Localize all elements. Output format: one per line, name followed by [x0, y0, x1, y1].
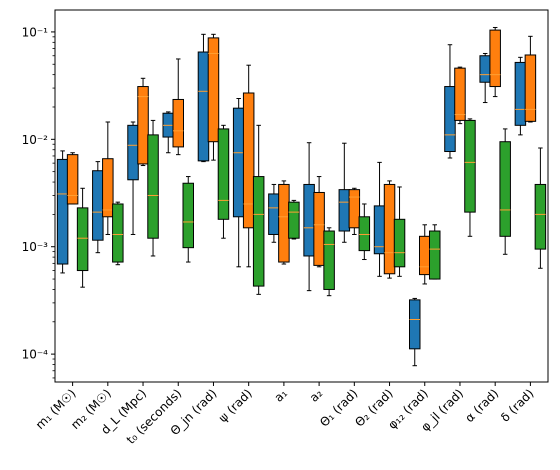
box-2-13	[489, 26, 501, 98]
box-body	[102, 158, 114, 218]
box-body	[464, 119, 476, 213]
box-body	[197, 51, 210, 162]
x-tick-label: ψ (rad)	[216, 386, 255, 425]
x-tick-label: Θ₁ (rad)	[317, 386, 360, 429]
box-1-9	[338, 142, 351, 243]
box-body	[232, 107, 245, 218]
box-2-9	[348, 187, 361, 235]
box-body	[499, 141, 511, 237]
box-body	[429, 230, 441, 280]
box-body	[207, 37, 220, 143]
box-3-10	[393, 186, 406, 277]
box-3-11	[429, 224, 441, 280]
box-3-3	[147, 119, 159, 257]
box-1-13	[479, 52, 491, 104]
box-body	[534, 183, 547, 250]
box-body	[383, 183, 396, 275]
box-2-11	[419, 224, 431, 285]
y-tick-label: 10⁻²	[22, 133, 49, 147]
box-2-1	[66, 152, 79, 205]
plot-frame	[54, 9, 549, 383]
x-tick-label: a₁	[272, 386, 291, 405]
box-body	[278, 183, 290, 263]
box-body	[514, 61, 527, 126]
box-1-7	[268, 183, 280, 243]
y-tick-label: 10⁻³	[22, 240, 49, 254]
box-body	[147, 134, 159, 239]
box-body	[92, 170, 104, 241]
box-2-4	[172, 58, 184, 156]
box-body	[127, 124, 139, 181]
box-body	[66, 154, 79, 205]
plot-area	[56, 26, 547, 367]
box-1-5	[197, 33, 210, 163]
box-body	[313, 191, 325, 266]
box-3-7	[288, 199, 300, 240]
box-body	[338, 189, 351, 232]
box-body	[112, 203, 124, 263]
box-3-12	[464, 118, 476, 237]
box-body	[348, 189, 361, 229]
box-3-9	[358, 203, 371, 261]
box-body	[137, 86, 149, 165]
box-1-2	[92, 161, 104, 254]
box-body	[479, 55, 491, 83]
box-body	[303, 183, 315, 257]
box-2-3	[137, 77, 149, 167]
box-body	[454, 67, 466, 121]
box-body	[444, 86, 456, 153]
box-3-14	[534, 147, 547, 269]
box-body	[489, 29, 501, 88]
box-1-8	[303, 142, 315, 292]
box-body	[268, 193, 280, 235]
box-2-8	[313, 176, 325, 268]
box-body	[217, 128, 230, 220]
box-1-11	[409, 297, 421, 367]
box-body	[288, 201, 300, 239]
box-1-10	[373, 161, 386, 277]
x-tick-label: a₂	[307, 386, 326, 405]
box-body	[323, 230, 335, 290]
x-axis: m₁ (M☉)m₂ (M☉)d_L (Mpc)t₀ (seconds)Θ_jn …	[33, 382, 537, 447]
box-2-14	[524, 35, 537, 123]
box-1-6	[232, 97, 245, 268]
box-3-6	[252, 124, 265, 295]
box-body	[393, 218, 406, 268]
box-body	[252, 176, 265, 287]
box-2-7	[278, 180, 290, 265]
y-tick-label: 10⁻¹	[22, 25, 49, 39]
box-2-6	[242, 64, 255, 268]
box-3-8	[323, 227, 335, 297]
box-1-14	[514, 56, 527, 136]
box-3-5	[217, 124, 230, 239]
box-body	[56, 158, 69, 265]
box-3-13	[499, 128, 511, 255]
box-body	[172, 98, 184, 148]
box-body	[182, 182, 194, 249]
box-1-3	[127, 121, 139, 235]
box-body	[358, 216, 371, 252]
box-body	[524, 54, 537, 122]
box-2-2	[102, 121, 114, 235]
y-axis: 10⁻⁴ 10⁻³ 10⁻² 10⁻¹	[22, 25, 55, 379]
box-body	[242, 92, 255, 229]
box-1-4	[162, 111, 174, 154]
box-2-5	[207, 33, 220, 161]
box-1-12	[444, 44, 456, 159]
box-body	[76, 207, 89, 272]
x-tick-label: δ (rad)	[498, 386, 536, 424]
box-2-12	[454, 66, 466, 125]
box-3-2	[112, 201, 124, 266]
box-1-1	[56, 150, 69, 274]
box-3-1	[76, 187, 89, 288]
y-tick-label: 10⁻⁴	[22, 348, 49, 362]
box-2-10	[383, 180, 396, 279]
box-body	[419, 235, 431, 276]
box-body	[409, 299, 421, 350]
x-tick-label: α (rad)	[462, 386, 501, 425]
box-3-4	[182, 176, 194, 263]
